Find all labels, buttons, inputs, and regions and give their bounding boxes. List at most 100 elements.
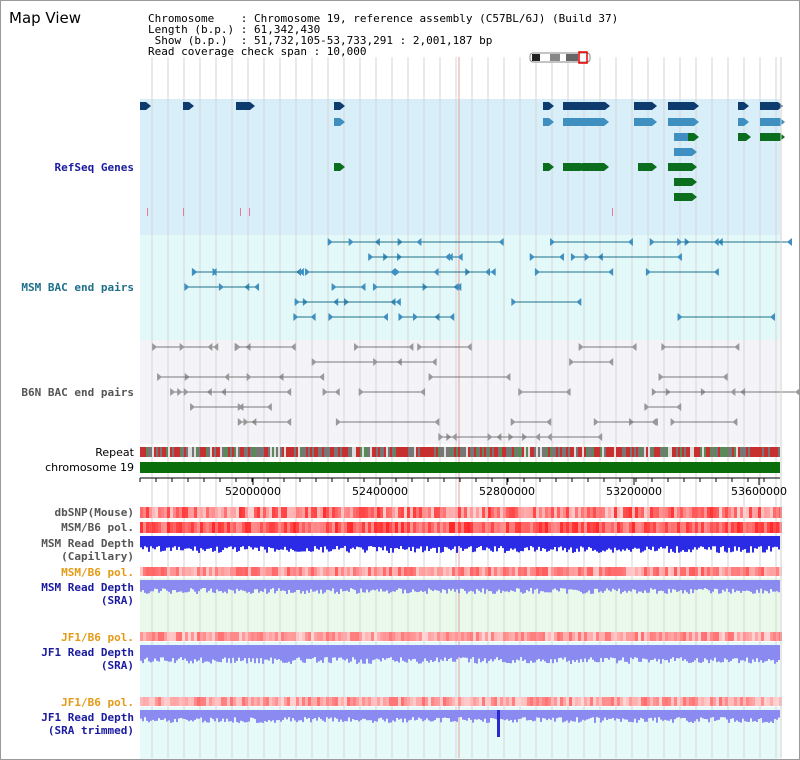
polymorphism-cell: [635, 697, 638, 706]
bac-end: [416, 238, 422, 246]
bac-end: [518, 388, 524, 396]
polymorphism-cell: [326, 697, 329, 706]
polymorphism-cell: [668, 697, 671, 706]
polymorphism-cell: [236, 522, 239, 533]
read-depth-bar: [416, 536, 418, 549]
dbsnp-cell: [641, 507, 644, 518]
polymorphism-cell: [227, 567, 230, 576]
read-depth-bar: [274, 710, 276, 723]
gene-exon: [738, 133, 746, 141]
read-depth-bar: [262, 645, 264, 664]
bac-end: [157, 373, 163, 381]
repeat-segment: [672, 447, 674, 457]
polymorphism-cell: [239, 567, 242, 576]
repeat-segment: [408, 447, 410, 457]
read-depth-bar: [168, 645, 170, 662]
repeat-segment: [226, 447, 228, 457]
read-depth-bar: [268, 710, 270, 721]
polymorphism-cell: [575, 632, 578, 641]
read-depth-bar: [310, 645, 312, 660]
read-depth-bar: [174, 536, 176, 547]
read-depth-bar: [502, 645, 504, 663]
dbsnp-cell: [647, 507, 650, 518]
read-depth-bar: [598, 580, 600, 593]
read-depth-bar: [196, 580, 198, 594]
dbsnp-cell: [506, 507, 509, 518]
repeat-segment: [242, 447, 244, 457]
polymorphism-cell: [350, 697, 353, 706]
read-depth-bar: [526, 645, 528, 664]
dbsnp-cell: [200, 507, 203, 518]
dbsnp-cell: [710, 507, 713, 518]
polymorphism-cell: [638, 522, 641, 533]
read-depth-bar: [496, 580, 498, 592]
polymorphism-cell: [368, 632, 371, 641]
read-depth-bar: [558, 580, 560, 592]
read-depth-bar: [260, 580, 262, 592]
polymorphism-cell: [275, 697, 278, 706]
bac-end: [328, 313, 334, 321]
read-depth-bar: [440, 536, 442, 553]
repeat-segment: [142, 447, 144, 457]
polymorphism-cell: [419, 522, 422, 533]
read-depth-bar: [740, 710, 742, 723]
bac-end: [293, 313, 299, 321]
polymorphism-cell: [563, 522, 566, 533]
polymorphism-cell: [323, 522, 326, 533]
read-depth-bar: [624, 645, 626, 662]
polymorphism-cell: [452, 697, 455, 706]
polymorphism-cell: [266, 567, 269, 576]
read-depth-bar: [524, 580, 526, 593]
read-depth-bar: [262, 710, 264, 723]
polymorphism-cell: [332, 567, 335, 576]
read-depth-bar: [358, 710, 360, 722]
repeat-segment: [682, 447, 684, 457]
bac-end: [511, 298, 517, 306]
read-depth-bar: [676, 536, 678, 547]
read-depth-bar: [436, 645, 438, 658]
read-depth-bar: [404, 645, 406, 662]
read-depth-bar: [440, 580, 442, 593]
polymorphism-cell: [719, 632, 722, 641]
polymorphism-cell: [767, 522, 770, 533]
polymorphism-cell: [389, 567, 392, 576]
polymorphism-cell: [317, 522, 320, 533]
dbsnp-cell: [755, 507, 758, 518]
read-depth-bar: [226, 580, 228, 594]
read-depth-bar: [582, 645, 584, 663]
repeat-segment: [430, 447, 432, 457]
polymorphism-cell: [512, 522, 515, 533]
repeat-segment: [562, 447, 564, 457]
read-depth-bar: [352, 580, 354, 590]
polymorphism-cell: [668, 632, 671, 641]
polymorphism-cell: [764, 522, 767, 533]
repeat-segment: [584, 447, 586, 457]
bac-end: [608, 268, 614, 276]
read-depth-bar: [190, 536, 192, 550]
read-depth-bar: [332, 710, 334, 722]
dbsnp-cell: [458, 507, 461, 518]
bac-end: [651, 388, 657, 396]
repeat-segment: [266, 447, 268, 457]
polymorphism-cell: [308, 697, 311, 706]
read-depth-bar: [200, 645, 202, 658]
repeat-segment: [156, 447, 158, 457]
read-depth-bar: [142, 536, 144, 550]
read-depth-bar: [192, 710, 194, 722]
polymorphism-cell: [683, 567, 686, 576]
read-depth-bar: [596, 710, 598, 718]
read-depth-bar: [702, 645, 704, 662]
repeat-segment: [340, 447, 342, 457]
read-depth-bar: [386, 536, 388, 551]
bac-end: [179, 343, 185, 351]
polymorphism-cell: [371, 522, 374, 533]
read-depth-bar: [722, 580, 724, 590]
ideogram-band: [532, 54, 540, 61]
polymorphism-cell: [323, 567, 326, 576]
repeat-segment: [642, 447, 644, 457]
read-depth-bar: [264, 645, 266, 660]
repeat-segment: [612, 447, 614, 457]
bac-end: [237, 418, 243, 426]
polymorphism-cell: [398, 697, 401, 706]
